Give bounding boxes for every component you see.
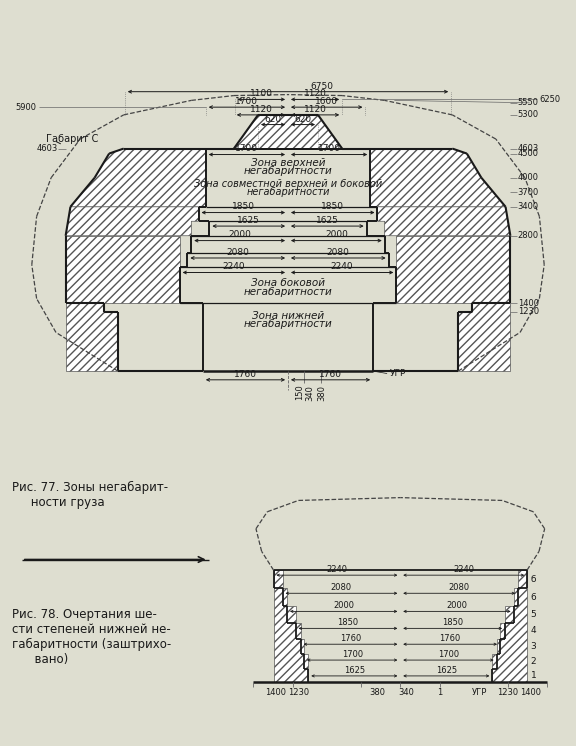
Text: Габарит С: Габарит С [46,134,98,144]
Text: 1700: 1700 [236,144,259,153]
Text: 1850: 1850 [232,202,255,211]
Text: 2240: 2240 [453,565,474,574]
Text: негабаритности: негабаритности [244,319,332,329]
Text: 2080: 2080 [327,248,350,257]
Text: 1625: 1625 [436,666,457,675]
Text: 620: 620 [264,115,282,124]
Text: 2080: 2080 [331,583,352,592]
Text: 1120: 1120 [304,90,327,98]
Text: 1400: 1400 [266,689,286,698]
Polygon shape [396,236,510,304]
Text: 1400: 1400 [518,299,539,308]
Text: 2080: 2080 [449,583,470,592]
Text: УГР: УГР [472,689,487,698]
Text: 3: 3 [530,642,536,651]
Text: 1230: 1230 [288,689,309,698]
Text: 4603: 4603 [518,144,539,153]
Text: 1760: 1760 [319,370,342,379]
Text: 4603: 4603 [37,144,58,153]
Text: 6: 6 [530,593,536,602]
Text: 5550: 5550 [518,98,539,107]
Text: 4: 4 [530,627,536,636]
Text: 1400: 1400 [520,689,541,698]
Text: 1: 1 [530,671,536,680]
Text: 2000: 2000 [333,601,354,610]
Text: 2240: 2240 [222,263,245,272]
Text: 340: 340 [398,689,414,698]
Text: Рис. 78. Очертания ше-
сти степеней нижней не-
габаритности (заштрихо-
      ван: Рис. 78. Очертания ше- сти степеней нижн… [12,608,170,666]
Text: 1230: 1230 [497,689,518,698]
Text: 2: 2 [530,656,536,665]
Text: 1625: 1625 [316,216,339,225]
Text: 1120: 1120 [249,105,272,114]
Text: 1: 1 [437,689,442,698]
Text: 340: 340 [306,385,314,401]
Text: 5900: 5900 [16,103,37,112]
Text: Зона нижней: Зона нижней [252,310,324,321]
Text: 1625: 1625 [344,666,365,675]
Text: б: б [530,574,536,583]
Text: 380: 380 [370,689,386,698]
Polygon shape [234,115,342,148]
Polygon shape [66,304,118,371]
Text: 1700: 1700 [342,650,363,659]
Text: 2000: 2000 [228,231,251,239]
Text: 3400: 3400 [518,202,539,211]
Text: 2000: 2000 [446,601,468,610]
Text: 1700: 1700 [236,97,259,106]
Text: Рис. 77. Зоны негабарит-
     ности груза: Рис. 77. Зоны негабарит- ности груза [12,481,168,510]
Text: 2800: 2800 [518,231,539,240]
Text: 2240: 2240 [327,565,347,574]
Text: 5300: 5300 [518,110,539,119]
Text: 2000: 2000 [325,231,348,239]
Polygon shape [70,148,206,207]
Text: 3700: 3700 [518,188,539,197]
Text: 5: 5 [530,610,536,619]
Polygon shape [492,570,527,682]
Text: Зона боковой: Зона боковой [251,278,325,288]
Text: 620: 620 [294,115,312,124]
Text: 4000: 4000 [518,173,539,182]
Text: 6750: 6750 [310,82,334,91]
Text: 2080: 2080 [226,248,249,257]
Polygon shape [274,570,308,682]
Text: 6250: 6250 [539,95,560,104]
Text: 1850: 1850 [338,618,358,627]
Text: 1760: 1760 [234,370,257,379]
Text: 1230: 1230 [518,307,539,316]
Text: 1625: 1625 [237,216,260,225]
Text: Зона верхней: Зона верхней [251,158,325,169]
Text: 1600: 1600 [315,97,338,106]
Polygon shape [66,236,180,304]
Text: 1700: 1700 [317,144,340,153]
Text: негабаритности: негабаритности [244,166,332,177]
Polygon shape [66,207,199,236]
Text: 1850: 1850 [321,202,344,211]
Text: Зона совместной верхней и боковой: Зона совместной верхней и боковой [194,178,382,189]
Text: УГР: УГР [389,369,406,378]
Text: 4500: 4500 [518,149,539,158]
Text: 1700: 1700 [438,650,459,659]
Text: негабаритности: негабаритности [247,186,329,197]
Polygon shape [370,148,506,207]
Text: 1760: 1760 [439,634,461,643]
Text: 1120: 1120 [304,105,327,114]
Text: 150: 150 [294,385,304,401]
Text: 1760: 1760 [340,634,361,643]
Text: 380: 380 [317,385,326,401]
Text: негабаритности: негабаритности [244,286,332,297]
Polygon shape [458,304,510,371]
Text: 1100: 1100 [250,90,273,98]
Polygon shape [377,207,510,236]
Text: 2240: 2240 [331,263,354,272]
Text: 1850: 1850 [442,618,463,627]
